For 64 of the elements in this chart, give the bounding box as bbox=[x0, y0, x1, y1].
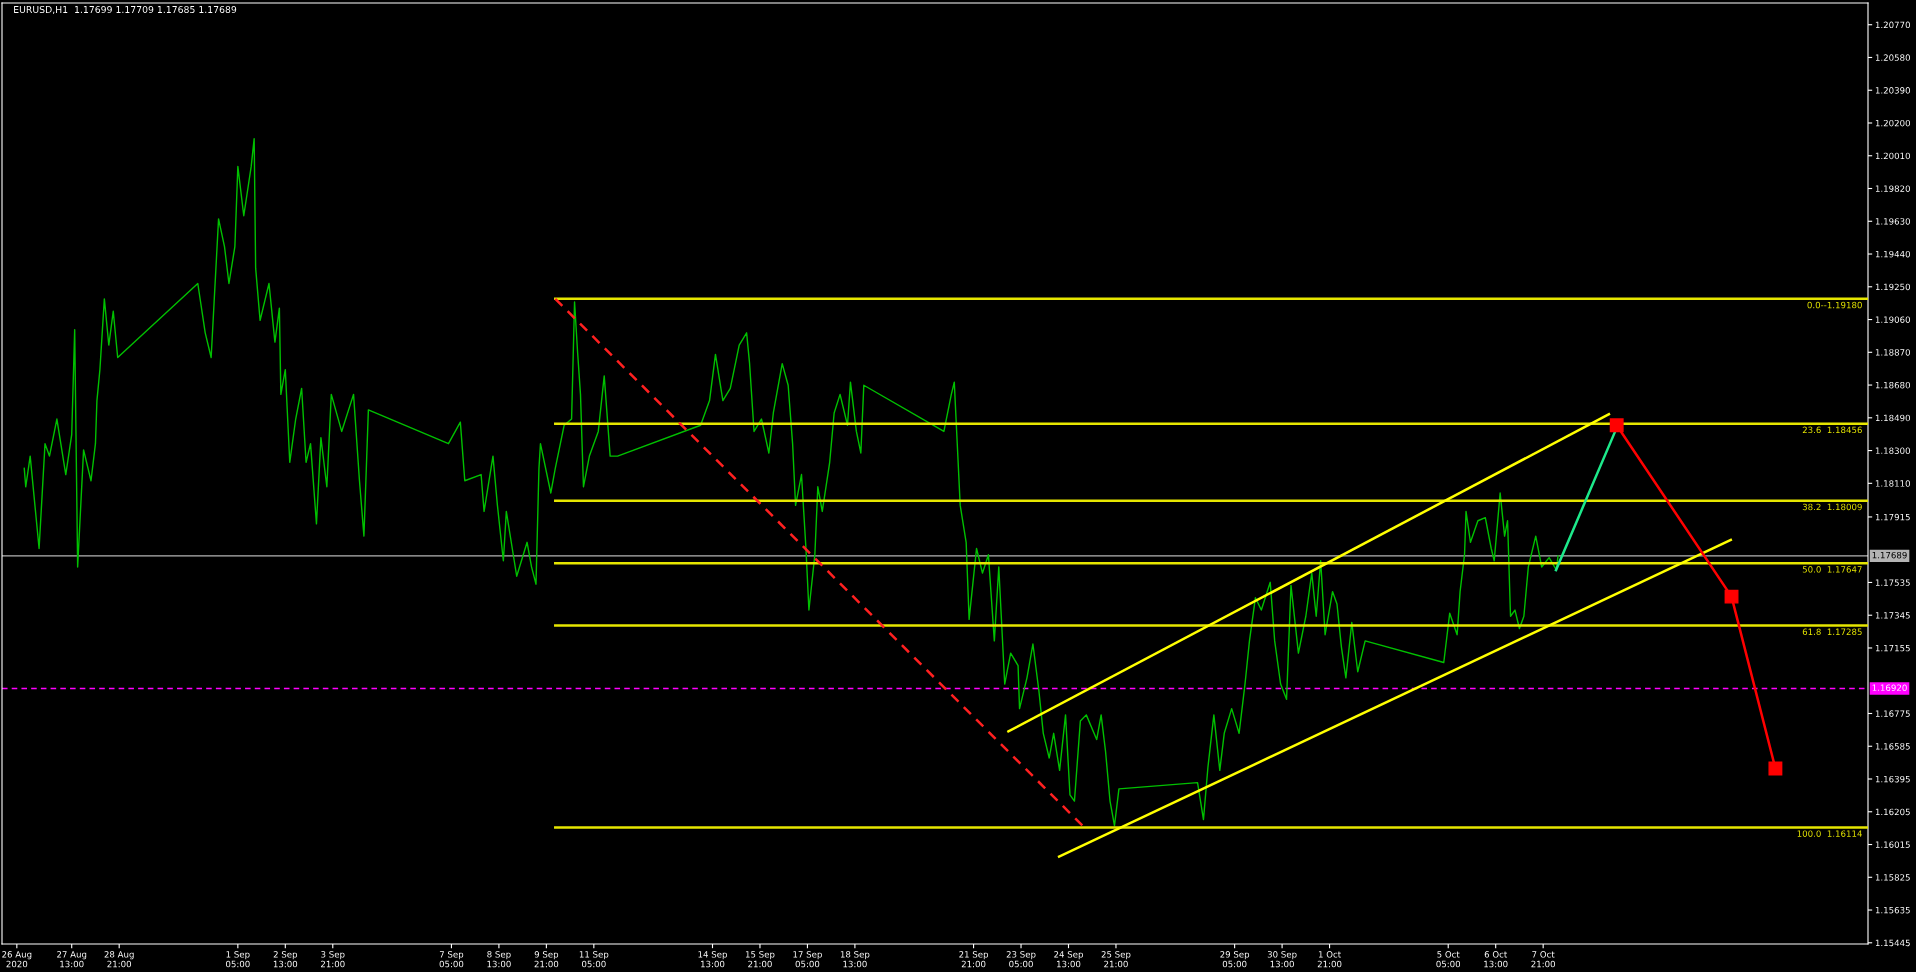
series-label: 38.2 1.18009 bbox=[1802, 503, 1862, 511]
y-tick-label: 1.15635 bbox=[1875, 906, 1910, 914]
y-tick-label: 1.17535 bbox=[1875, 579, 1910, 586]
x-tick-label: 8 Sep 13:00 bbox=[487, 951, 511, 968]
x-tick-label: 21 Sep 21:00 bbox=[959, 951, 989, 968]
y-tick-label: 1.19440 bbox=[1875, 250, 1910, 258]
y-tick-label: 1.18300 bbox=[1875, 447, 1910, 454]
y-tick-label: 1.16585 bbox=[1875, 743, 1910, 750]
x-tick-label: 28 Aug 21:00 bbox=[104, 951, 134, 968]
x-tick-label: 2 Sep 13:00 bbox=[273, 951, 298, 968]
y-tick-label: 1.20390 bbox=[1875, 87, 1910, 94]
y-tick-label: 1.16395 bbox=[1875, 775, 1910, 783]
y-tick-label: 1.19820 bbox=[1875, 185, 1910, 192]
x-tick-label: 14 Sep 13:00 bbox=[698, 951, 727, 968]
x-tick-label: 26 Aug 2020 bbox=[2, 951, 32, 968]
series-label: 0.0--1.19180 bbox=[1807, 301, 1862, 309]
ref-line-label: 1.16920 bbox=[1872, 684, 1907, 691]
y-tick-label: 1.19630 bbox=[1875, 218, 1910, 225]
y-tick-label: 1.19060 bbox=[1875, 316, 1910, 323]
y-tick-label: 1.17155 bbox=[1875, 644, 1910, 652]
y-tick-label: 1.16775 bbox=[1875, 710, 1910, 717]
y-tick-label: 1.16205 bbox=[1875, 808, 1910, 816]
y-tick-label: 1.20580 bbox=[1875, 54, 1910, 61]
y-tick-label: 1.18490 bbox=[1875, 414, 1910, 422]
y-tick-label: 1.16015 bbox=[1875, 841, 1910, 848]
series-label: 23.6 1.18456 bbox=[1802, 426, 1862, 434]
series-label: 100.0 1.16114 bbox=[1797, 830, 1862, 837]
ref-line-label: 1.17689 bbox=[1872, 551, 1907, 559]
x-tick-label: 7 Sep 05:00 bbox=[439, 951, 464, 968]
x-tick-label: 30 Sep 13:00 bbox=[1267, 951, 1297, 968]
y-tick-label: 1.20770 bbox=[1875, 21, 1910, 29]
x-tick-label: 5 Oct 05:00 bbox=[1436, 951, 1461, 968]
x-tick-label: 6 Oct 13:00 bbox=[1484, 951, 1508, 968]
y-tick-label: 1.18110 bbox=[1875, 480, 1910, 487]
y-tick-label: 1.18680 bbox=[1875, 381, 1910, 389]
x-tick-label: 27 Aug 13:00 bbox=[57, 951, 87, 968]
y-tick-label: 1.18870 bbox=[1875, 349, 1910, 356]
line-series bbox=[23, 137, 1559, 827]
x-tick-label: 3 Sep 21:00 bbox=[321, 951, 345, 968]
x-tick-label: 24 Sep 13:00 bbox=[1054, 951, 1083, 968]
x-tick-label: 1 Sep 05:00 bbox=[226, 951, 250, 968]
y-tick-label: 1.19250 bbox=[1875, 283, 1910, 291]
y-tick-label: 1.17345 bbox=[1875, 612, 1910, 619]
y-tick-label: 1.20010 bbox=[1875, 152, 1910, 160]
series-label: 50.0 1.17647 bbox=[1802, 566, 1862, 573]
point bbox=[1768, 761, 1783, 776]
x-tick-label: 15 Sep 21:00 bbox=[745, 951, 775, 968]
x-tick-label: 11 Sep 05:00 bbox=[579, 951, 609, 968]
series-label: 61.8 1.17285 bbox=[1802, 628, 1862, 636]
chart-title: EURUSD,H1 1.17699 1.17709 1.17685 1.17689 bbox=[14, 5, 237, 14]
x-tick-label: 18 Sep 13:00 bbox=[840, 951, 870, 968]
x-tick-label: 23 Sep 05:00 bbox=[1006, 951, 1036, 968]
x-tick-label: 25 Sep 21:00 bbox=[1101, 951, 1131, 968]
x-tick-label: 17 Sep 05:00 bbox=[793, 951, 822, 968]
y-tick-label: 1.15445 bbox=[1875, 939, 1910, 947]
x-tick-label: 7 Oct 21:00 bbox=[1531, 951, 1555, 968]
x-tick-label: 9 Sep 21:00 bbox=[534, 951, 559, 968]
x-tick-label: 29 Sep 05:00 bbox=[1220, 951, 1250, 968]
x-tick-label: 1 Oct 21:00 bbox=[1317, 951, 1342, 968]
y-tick-label: 1.15825 bbox=[1875, 874, 1910, 881]
y-tick-label: 1.20200 bbox=[1875, 119, 1910, 127]
point bbox=[1609, 418, 1624, 433]
point bbox=[1724, 589, 1739, 604]
y-tick-label: 1.17915 bbox=[1875, 513, 1910, 521]
